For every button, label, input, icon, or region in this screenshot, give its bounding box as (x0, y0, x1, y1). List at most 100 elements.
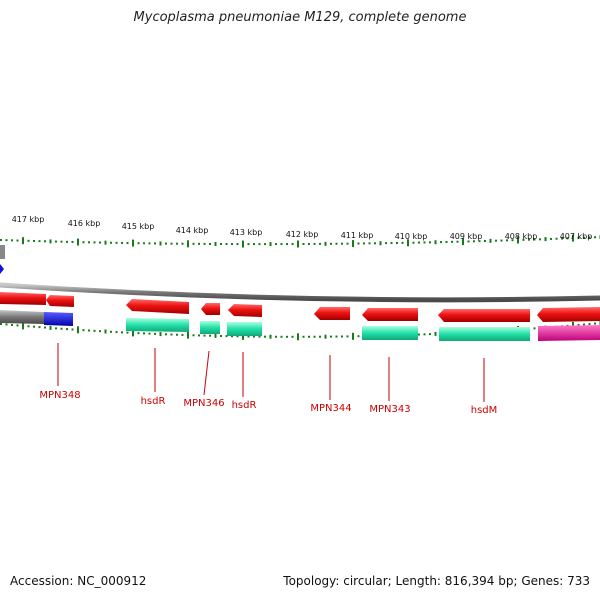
tick-mark-lower (55, 327, 57, 330)
feature-teal-hsdR-1 (126, 318, 189, 332)
tick-mark-upper (473, 240, 475, 243)
tick-mark-lower (429, 333, 431, 336)
tick-mark-upper (357, 242, 360, 245)
tick-mark-upper (550, 237, 552, 240)
feature-right-red (537, 307, 600, 322)
tick-label: 408 kbp (505, 232, 538, 241)
genome-backbone (0, 282, 600, 303)
tick-mark-upper (467, 240, 470, 243)
tick-mark-upper (38, 240, 41, 243)
tick-mark-lower (220, 334, 222, 337)
tick-mark-upper (93, 241, 96, 244)
tick-mark-upper (55, 240, 57, 243)
gene-label-mpn346: MPN346 (183, 398, 224, 409)
tick-label: 414 kbp (176, 226, 209, 235)
tick-mark-upper (88, 241, 90, 244)
tick-mark-upper (561, 237, 563, 240)
leader-lines (57, 343, 485, 402)
tick-mark-lower (434, 331, 437, 336)
feature-hsdR-2 (228, 304, 262, 317)
tick-mark-lower (588, 323, 591, 326)
tick-mark-lower (275, 335, 277, 338)
tick-mark-lower (11, 323, 13, 326)
tick-mark-upper (231, 243, 233, 246)
tick-mark-lower (341, 335, 343, 338)
tick-mark-lower (5, 323, 8, 326)
leader-mpn346 (203, 350, 210, 396)
tick-mark-lower (319, 335, 321, 338)
tick-mark-lower (148, 332, 151, 335)
tick-mark-upper (104, 240, 107, 245)
tick-mark-upper (33, 239, 35, 242)
tick-mark-upper (170, 242, 173, 245)
tick-mark-lower (121, 331, 123, 334)
tick-mark-lower (115, 331, 118, 334)
tick-mark-lower (269, 334, 272, 339)
tick-mark-upper (297, 240, 299, 248)
tick-mark-lower (66, 328, 68, 331)
tick-mark-lower (247, 335, 250, 338)
tick-mark-upper (418, 241, 420, 244)
tick-mark-upper (577, 236, 580, 239)
tick-mark-lower (264, 335, 266, 338)
tick-mark-upper (385, 242, 387, 245)
tick-mark-upper (49, 239, 52, 244)
tick-mark-upper (346, 242, 349, 245)
tick-mark-upper (341, 242, 343, 245)
tick-mark-upper (511, 239, 514, 242)
tick-mark-upper (5, 239, 8, 242)
tick-mark-lower (22, 322, 24, 330)
tick-mark-lower (297, 333, 299, 341)
tick-label: 407 kbp (560, 232, 593, 241)
tick-mark-upper (11, 239, 13, 242)
tick-mark-lower (27, 325, 30, 328)
tick-mark-lower (231, 335, 233, 338)
tick-mark-lower (38, 326, 41, 329)
tick-mark-upper (209, 242, 211, 245)
ticks-upper (0, 234, 600, 248)
tick-mark-lower (203, 334, 206, 337)
tick-mark-lower (225, 335, 228, 338)
accession-text: Accession: NC_000912 (10, 574, 147, 588)
tick-mark-upper (330, 242, 332, 245)
tick-mark-lower (352, 332, 354, 340)
tick-mark-upper (478, 240, 481, 243)
tick-mark-upper (500, 239, 503, 242)
tick-mark-upper (44, 240, 46, 243)
tick-mark-upper (126, 242, 129, 245)
tick-mark-lower (143, 332, 145, 335)
tick-mark-upper (165, 242, 167, 245)
tick-mark-upper (247, 243, 250, 246)
gene-label-mpn348: MPN348 (39, 390, 80, 401)
tick-mark-upper (77, 238, 79, 246)
tick-mark-upper (484, 240, 486, 243)
tick-label: 411 kbp (341, 231, 374, 240)
tick-mark-upper (137, 242, 140, 245)
tick-mark-lower (280, 335, 283, 338)
tick-mark-upper (242, 240, 244, 248)
tick-mark-upper (198, 242, 200, 245)
tick-mark-upper (302, 242, 305, 245)
tick-mark-lower (60, 327, 63, 330)
tick-mark-lower (192, 334, 195, 337)
tick-mark-upper (176, 242, 178, 245)
tick-mark-upper (275, 243, 277, 246)
lower-features (0, 310, 600, 341)
tick-mark-lower (93, 329, 96, 332)
gene-label-hsdM: hsdM (471, 405, 498, 416)
tick-mark-lower (187, 331, 189, 339)
tick-mark-upper (99, 241, 101, 244)
tick-mark-lower (577, 323, 580, 326)
tick-mark-upper (313, 242, 316, 245)
feature-mpn348-a (0, 292, 46, 305)
tick-mark-lower (308, 335, 310, 338)
tick-mark-upper (280, 243, 283, 246)
tick-label: 412 kbp (286, 230, 319, 239)
tick-mark-lower (132, 329, 134, 337)
feature-mpn346 (201, 303, 220, 315)
tick-mark-lower (330, 335, 332, 338)
tick-mark-lower (181, 333, 184, 336)
upper-features (0, 292, 600, 322)
tick-mark-lower (209, 334, 211, 337)
